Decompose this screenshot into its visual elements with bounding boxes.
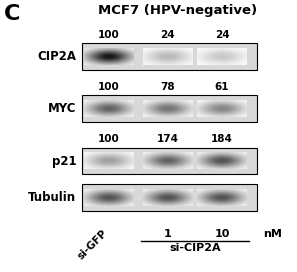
Text: 1: 1 bbox=[164, 229, 171, 239]
Text: CIP2A: CIP2A bbox=[37, 50, 76, 63]
Text: nM: nM bbox=[263, 229, 282, 239]
Text: 174: 174 bbox=[157, 134, 178, 144]
Text: MYC: MYC bbox=[48, 102, 76, 115]
Bar bbox=[82, 43, 257, 70]
Text: p21: p21 bbox=[52, 154, 76, 168]
Text: 10: 10 bbox=[214, 229, 230, 239]
Text: 24: 24 bbox=[215, 30, 229, 40]
Bar bbox=[82, 95, 257, 122]
Text: 184: 184 bbox=[211, 134, 233, 144]
Text: 100: 100 bbox=[98, 30, 120, 40]
Text: 100: 100 bbox=[98, 134, 120, 144]
Text: 78: 78 bbox=[160, 82, 175, 92]
Text: MCF7 (HPV-negative): MCF7 (HPV-negative) bbox=[98, 4, 257, 17]
Text: 24: 24 bbox=[160, 30, 175, 40]
Text: si-GFP: si-GFP bbox=[75, 228, 109, 261]
Bar bbox=[82, 184, 257, 211]
Text: C: C bbox=[4, 4, 21, 24]
Text: si-CIP2A: si-CIP2A bbox=[169, 243, 221, 253]
Text: Tubulin: Tubulin bbox=[28, 191, 76, 204]
Bar bbox=[82, 148, 257, 174]
Text: 100: 100 bbox=[98, 82, 120, 92]
Text: 61: 61 bbox=[215, 82, 229, 92]
